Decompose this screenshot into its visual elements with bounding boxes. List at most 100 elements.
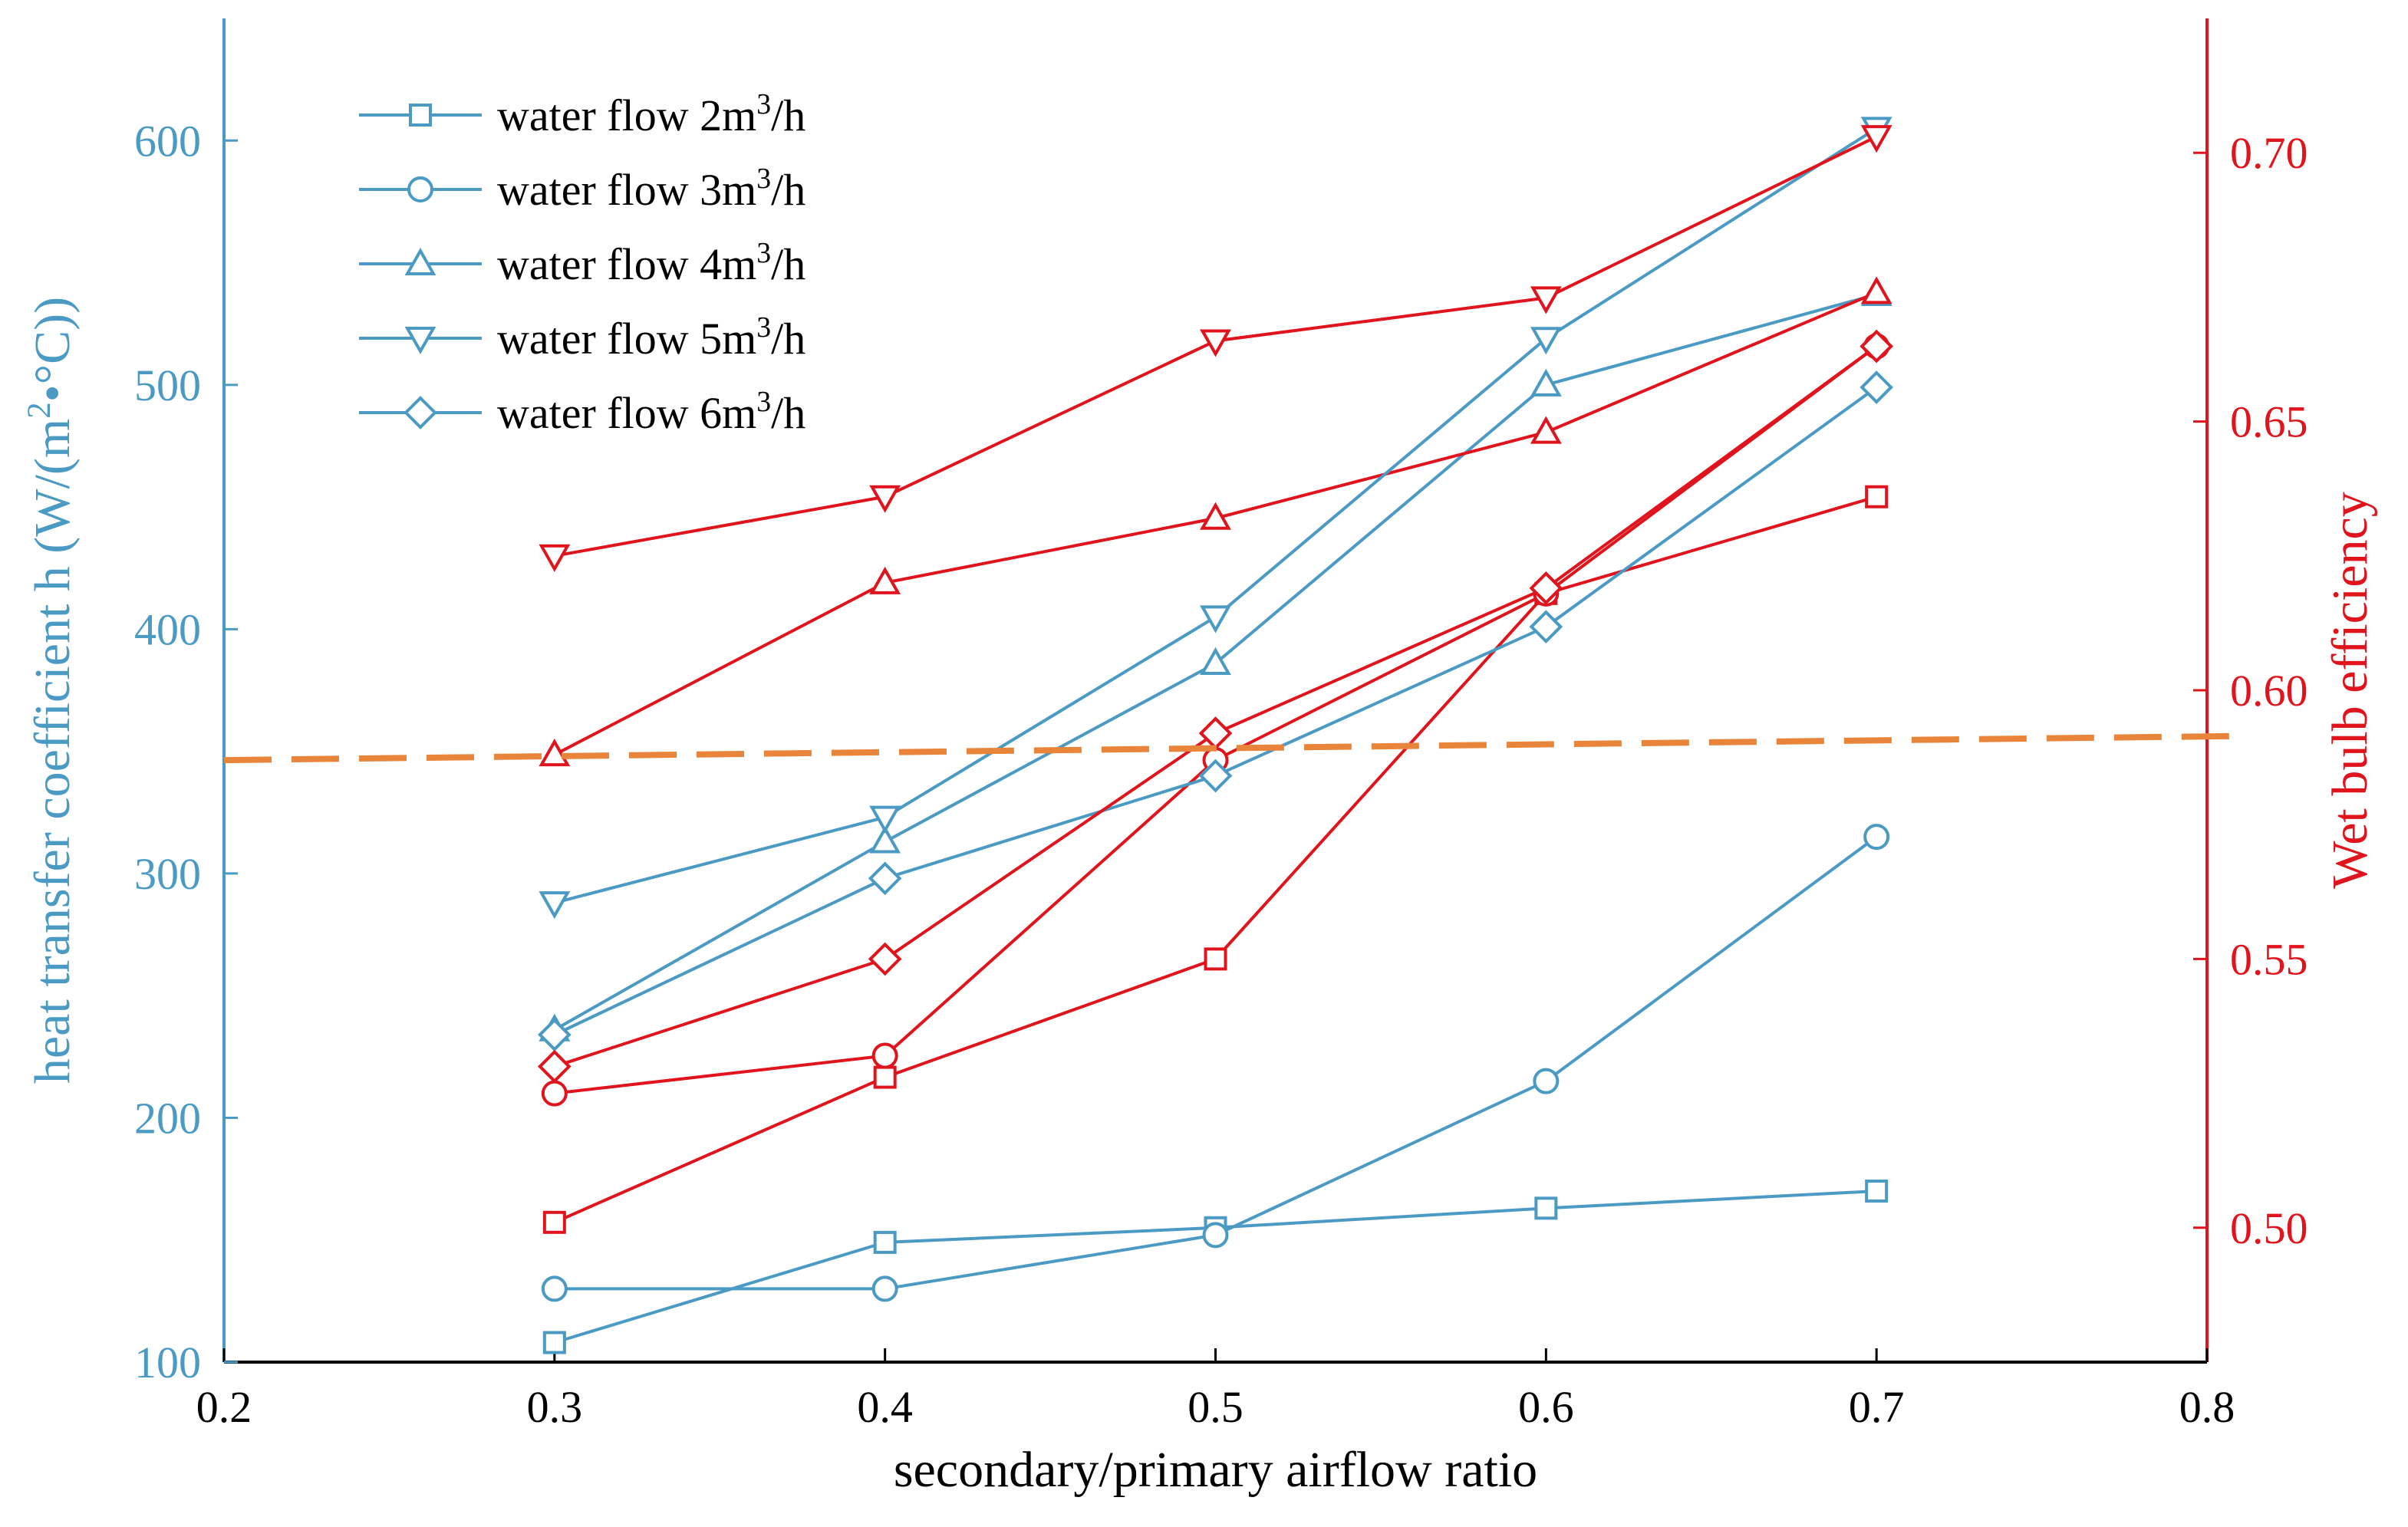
- series-line-heat-transfer-diamond: [553, 386, 1878, 1036]
- point-wet-bulb-triangle-down: [869, 485, 901, 513]
- legend-marker-circle: [407, 176, 433, 202]
- series-wet-bulb-triangle-down: [539, 125, 1892, 572]
- point-heat-transfer-circle: [1863, 824, 1890, 851]
- legend-marker-triangle-down: [404, 327, 436, 355]
- series-line-heat-transfer-square: [554, 1190, 1877, 1344]
- point-heat-transfer-triangle-down: [539, 891, 571, 920]
- series-heat-transfer-triangle-up: [539, 278, 1892, 1042]
- legend-label-part-1: 3: [756, 88, 771, 120]
- legend-label: water flow 6m3/h: [497, 386, 805, 438]
- y-left-axis-label-part-1: 2: [21, 402, 58, 418]
- point-heat-transfer-diamond: [1860, 370, 1893, 404]
- legend-marker-diamond: [404, 396, 437, 429]
- y-right-tick-label: 0.55: [2230, 934, 2308, 984]
- point-heat-transfer-circle: [871, 1275, 898, 1302]
- y-left-tick-label: 500: [134, 360, 201, 410]
- legend-label: water flow 3m3/h: [497, 163, 805, 215]
- x-tick-label: 0.4: [857, 1382, 913, 1432]
- point-heat-transfer-diamond: [1198, 759, 1233, 793]
- point-heat-transfer-square: [873, 1230, 897, 1254]
- point-wet-bulb-circle: [541, 1080, 568, 1107]
- x-tick-label: 0.8: [2179, 1382, 2235, 1432]
- point-heat-transfer-circle: [541, 1275, 568, 1302]
- point-wet-bulb-square: [1204, 947, 1227, 971]
- point-heat-transfer-triangle-up: [1200, 647, 1231, 675]
- point-wet-bulb-square: [873, 1065, 897, 1089]
- legend-label-part-0: water flow 6m: [497, 388, 756, 438]
- point-heat-transfer-circle: [1533, 1068, 1560, 1094]
- x-tick-label: 0.5: [1188, 1382, 1244, 1432]
- point-heat-transfer-triangle-up: [1530, 368, 1562, 397]
- y-left-tick-label: 400: [134, 604, 201, 654]
- point-wet-bulb-square: [542, 1210, 566, 1234]
- x-axis-label: secondary/primary airflow ratio: [894, 1442, 1537, 1498]
- x-tick-label: 0.6: [1518, 1382, 1574, 1432]
- y-left-tick-label: 300: [134, 849, 201, 899]
- legend-label-part-0: water flow 3m: [497, 165, 756, 215]
- point-wet-bulb-triangle-down: [539, 544, 571, 572]
- legend-label-part-1: 3: [756, 237, 771, 269]
- legend-item: water flow 3m3/h: [359, 163, 805, 215]
- legend-label-part-0: water flow 5m: [497, 314, 756, 364]
- point-wet-bulb-triangle-up: [1200, 502, 1231, 530]
- y-left-tick-label: 200: [134, 1093, 201, 1143]
- point-heat-transfer-triangle-down: [1200, 605, 1231, 634]
- y-right-tick-label: 0.60: [2230, 666, 2308, 716]
- axes: 0.2 0.3 0.4 0.5 0.6 0.7 0.8 100 200 300 400 500 600 0…: [21, 18, 2378, 1498]
- legend-item: water flow 5m3/h: [359, 311, 805, 364]
- point-heat-transfer-diamond: [1529, 610, 1563, 644]
- point-wet-bulb-diamond: [868, 942, 902, 976]
- point-wet-bulb-diamond: [1198, 716, 1233, 750]
- point-heat-transfer-triangle-down: [869, 805, 901, 834]
- reference-dashed-line: [223, 732, 2246, 764]
- legend-label-part-2: /h: [771, 165, 805, 215]
- legend-marker-square: [409, 104, 432, 127]
- legend-label-part-0: water flow 2m: [497, 91, 756, 140]
- y-right-tick-label: 0.50: [2230, 1203, 2308, 1253]
- legend-label-part-2: /h: [771, 388, 805, 438]
- y-left-tick-label: 600: [134, 116, 201, 166]
- legend-marker-triangle-up: [404, 247, 436, 275]
- series-heat-transfer-square: [542, 1180, 1889, 1354]
- point-wet-bulb-diamond: [538, 1049, 572, 1084]
- legend-label-part-2: /h: [771, 91, 805, 140]
- legend-label: water flow 5m3/h: [497, 311, 805, 364]
- series-heat-transfer-diamond: [538, 370, 1893, 1051]
- y-right-tick-label: 0.65: [2230, 397, 2308, 447]
- legend-label-part-2: /h: [771, 314, 805, 364]
- point-wet-bulb-diamond: [1860, 329, 1893, 364]
- x-tick-label: 0.2: [196, 1382, 252, 1432]
- point-wet-bulb-triangle-down: [1860, 125, 1892, 153]
- y-left-axis-label-part-0: heat transfer coefficient h (W/(m: [25, 419, 81, 1084]
- legend-item: water flow 2m3/h: [359, 88, 805, 140]
- point-wet-bulb-triangle-up: [1860, 276, 1892, 304]
- legend-label: water flow 4m3/h: [497, 237, 805, 289]
- point-wet-bulb-triangle-down: [1530, 286, 1562, 314]
- point-wet-bulb-triangle-up: [869, 566, 901, 594]
- y-left-axis-label: heat transfer coefficient h (W/(m2•°C)): [21, 297, 81, 1084]
- point-wet-bulb-triangle-up: [1530, 416, 1562, 444]
- series-wet-bulb-square: [542, 485, 1889, 1234]
- legend-label: water flow 2m3/h: [497, 88, 805, 140]
- point-wet-bulb-circle: [871, 1042, 898, 1069]
- point-wet-bulb-diamond: [1529, 571, 1563, 605]
- x-tick-label: 0.3: [527, 1382, 583, 1432]
- point-heat-transfer-square: [1534, 1196, 1558, 1220]
- y-left-axis-label-part-2: •°C)): [25, 297, 81, 402]
- series-heat-transfer-circle: [541, 824, 1890, 1302]
- point-heat-transfer-diamond: [868, 861, 902, 896]
- point-heat-transfer-diamond: [538, 1018, 572, 1051]
- point-heat-transfer-triangle-down: [1530, 327, 1562, 355]
- point-wet-bulb-triangle-down: [1200, 329, 1231, 357]
- legend-label-part-1: 3: [756, 163, 771, 195]
- point-wet-bulb-triangle-up: [539, 739, 571, 767]
- y-right-tick-label: 0.70: [2230, 128, 2308, 178]
- point-heat-transfer-square: [542, 1331, 566, 1354]
- legend-item: water flow 4m3/h: [359, 237, 805, 289]
- x-tick-label: 0.7: [1849, 1382, 1905, 1432]
- point-heat-transfer-circle: [1202, 1222, 1229, 1249]
- plot-area: [223, 117, 2246, 1354]
